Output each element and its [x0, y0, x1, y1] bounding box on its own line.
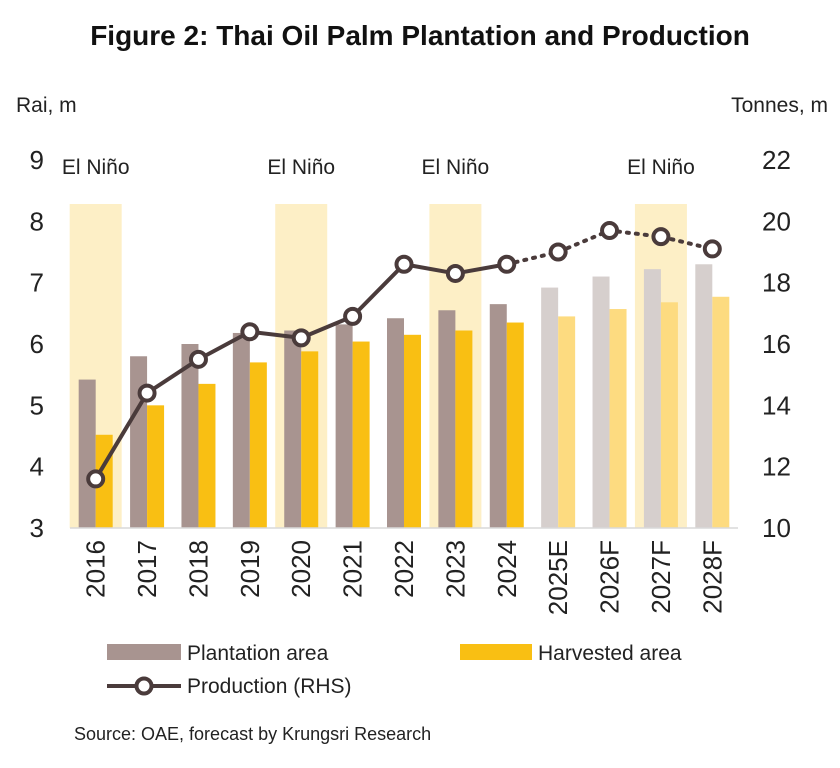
left-tick-label: 7 — [30, 268, 44, 298]
legend: Plantation area Harvested area Production … — [107, 642, 682, 698]
plantation-bar — [643, 269, 661, 528]
plantation-bar — [695, 264, 713, 528]
harvested-bar — [147, 405, 165, 528]
right-tick-label: 10 — [762, 513, 791, 543]
category-label: 2021 — [338, 540, 368, 598]
right-tick-label: 18 — [762, 268, 791, 298]
el-nino-label: El Niño — [267, 156, 335, 179]
harvested-bar — [660, 302, 678, 528]
right-tick-label: 20 — [762, 206, 791, 236]
harvested-bar — [609, 309, 627, 528]
harvested-bar — [404, 334, 421, 528]
production-point — [343, 306, 363, 326]
plantation-bar — [335, 324, 353, 528]
harvested-bar — [455, 330, 473, 528]
harvested-bar — [198, 383, 216, 528]
category-label: 2027F — [646, 540, 676, 614]
labels-layer: El Niño El Niño El Niño El Niño — [62, 156, 695, 179]
left-axis-title: Rai, m — [16, 94, 77, 117]
legend-label-production: Production (RHS) — [187, 675, 352, 698]
bars-layer — [78, 264, 730, 528]
right-axis-title: Tonnes, m — [731, 94, 828, 117]
left-tick-label: 6 — [30, 329, 44, 359]
left-tick-label: 5 — [30, 390, 44, 420]
category-label: 2024 — [492, 540, 522, 598]
plantation-bar — [284, 330, 302, 528]
production-point — [188, 349, 208, 369]
chart-title: Figure 2: Thai Oil Palm Plantation and P… — [90, 20, 750, 51]
legend-swatch-harvested — [460, 644, 532, 660]
production-point — [548, 242, 568, 262]
plantation-bar — [438, 310, 456, 528]
left-tick-label: 4 — [30, 452, 44, 482]
category-label: 2018 — [183, 540, 213, 598]
left-tick-label: 8 — [30, 206, 44, 236]
left-tick-label: 9 — [30, 145, 44, 175]
el-nino-label: El Niño — [422, 156, 490, 179]
production-point — [651, 227, 671, 247]
plantation-bar — [78, 379, 96, 528]
right-tick-label: 16 — [762, 329, 791, 359]
production-point — [86, 469, 106, 489]
production-point — [291, 328, 311, 348]
category-label: 2016 — [81, 540, 111, 598]
right-tick-label: 12 — [762, 452, 791, 482]
plantation-bar — [130, 356, 148, 528]
category-label: 2022 — [389, 540, 419, 598]
legend-label-harvested: Harvested area — [538, 642, 682, 665]
plantation-bar — [181, 344, 199, 528]
category-label: 2025E — [543, 540, 573, 615]
right-tick-label: 14 — [762, 390, 791, 420]
legend-label-plantation: Plantation area — [187, 642, 329, 665]
plantation-bar — [541, 287, 559, 528]
plantation-bar — [232, 332, 250, 528]
production-point — [137, 383, 157, 403]
production-point — [600, 221, 620, 241]
category-label: 2019 — [235, 540, 265, 598]
production-point — [445, 263, 465, 283]
category-label: 2020 — [286, 540, 316, 598]
production-point — [240, 322, 260, 342]
harvested-bar — [352, 341, 370, 528]
el-nino-label: El Niño — [627, 156, 695, 179]
source-note: Source: OAE, forecast by Krungsri Resear… — [74, 724, 432, 744]
category-label: 2023 — [440, 540, 470, 598]
right-tick-label: 22 — [762, 145, 791, 175]
harvested-bar — [712, 296, 730, 528]
harvested-bar — [301, 351, 319, 528]
el-nino-label: El Niño — [62, 156, 130, 179]
production-point — [394, 254, 414, 274]
production-point — [497, 254, 517, 274]
harvested-bar — [558, 316, 576, 528]
production-line-layer — [86, 221, 722, 489]
category-label: 2026F — [595, 540, 625, 614]
plantation-bar — [387, 318, 404, 528]
legend-marker-production — [134, 676, 154, 696]
legend-swatch-plantation — [107, 644, 181, 660]
plantation-bar — [489, 304, 507, 528]
production-point — [702, 239, 722, 259]
category-label: 2028F — [697, 540, 727, 614]
plantation-bar — [592, 276, 610, 528]
category-label: 2017 — [132, 540, 162, 598]
harvested-bar — [506, 322, 524, 528]
left-tick-label: 3 — [30, 513, 44, 543]
harvested-bar — [249, 362, 267, 528]
